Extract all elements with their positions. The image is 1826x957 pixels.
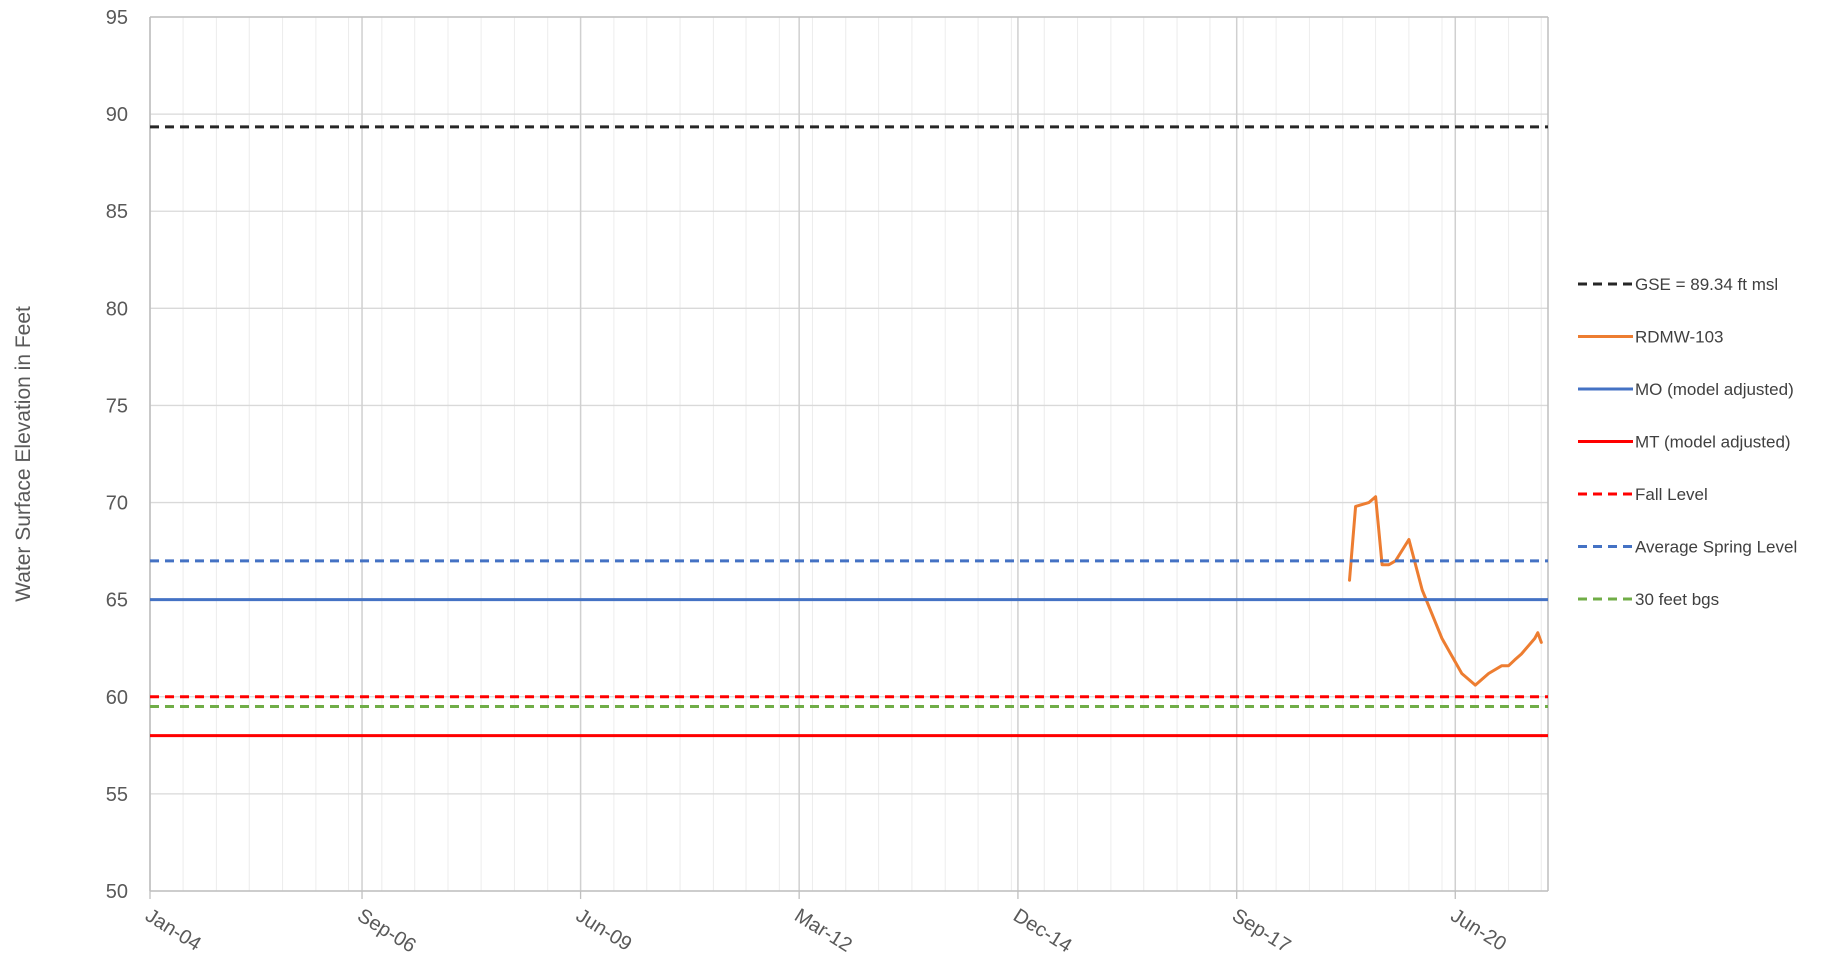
legend-label: 30 feet bgs — [1635, 590, 1719, 609]
y-tick-label: 65 — [106, 590, 128, 612]
y-tick-label: 75 — [106, 395, 128, 417]
legend-label: MO (model adjusted) — [1635, 380, 1794, 399]
y-tick-label: 95 — [106, 7, 128, 29]
plot-frame — [149, 16, 1549, 892]
y-tick-label: 70 — [106, 493, 128, 515]
legend-item: Average Spring Level — [1578, 538, 1797, 557]
x-tick-label: Dec-14 — [1009, 905, 1075, 957]
y-tick-label: 55 — [106, 784, 128, 806]
series-line-rdmw-103 — [1348, 495, 1543, 687]
legend-label: RDMW-103 — [1635, 328, 1723, 347]
minor-gridlines — [182, 17, 1542, 891]
legend-item: MT (model adjusted) — [1578, 433, 1791, 452]
major-gridlines — [149, 16, 1548, 892]
x-tick-label: Jun-09 — [572, 905, 636, 956]
legend-label: Fall Level — [1635, 485, 1708, 504]
x-tick-label: Sep-17 — [1228, 905, 1294, 957]
legend-item: GSE = 89.34 ft msl — [1578, 275, 1778, 294]
legend-item: 30 feet bgs — [1578, 590, 1719, 609]
x-axis-ticks: Jan-04 Sep-06 Jun-09 Mar-12 Dec-14 Sep-17 Jun-… — [141, 891, 1510, 957]
x-tick-label: Sep-06 — [353, 905, 419, 957]
y-tick-label: 80 — [106, 298, 128, 320]
y-tick-label: 60 — [106, 687, 128, 709]
series-layer — [150, 125, 1548, 738]
y-tick-label: 85 — [106, 201, 128, 223]
legend-label: Average Spring Level — [1635, 538, 1797, 557]
x-tick-label: Jan-04 — [141, 905, 205, 956]
y-axis-ticks: 50 55 60 65 70 75 80 85 90 95 — [106, 7, 128, 903]
legend-item: MO (model adjusted) — [1578, 380, 1794, 399]
legend-item: RDMW-103 — [1578, 328, 1723, 347]
legend-label: GSE = 89.34 ft msl — [1635, 275, 1778, 294]
legend-item: Fall Level — [1578, 485, 1708, 504]
legend: GSE = 89.34 ft msl RDMW-103 MO (model adju… — [1578, 275, 1797, 609]
y-axis-title: Water Surface Elevation in Feet — [12, 306, 35, 602]
y-tick-label: 50 — [106, 881, 128, 903]
x-tick-label: Mar-12 — [790, 905, 855, 957]
y-tick-label: 90 — [106, 104, 128, 126]
x-tick-label: Jun-20 — [1447, 905, 1511, 956]
legend-label: MT (model adjusted) — [1635, 433, 1791, 452]
